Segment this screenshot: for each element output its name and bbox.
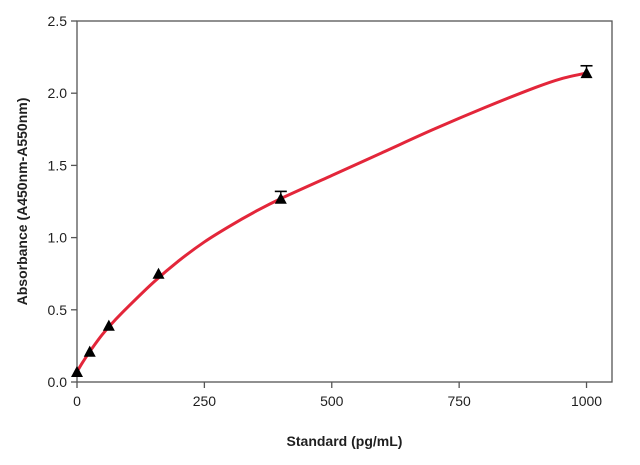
fit-curve-layer (75, 71, 589, 374)
data-points-layer (71, 64, 593, 377)
data-point-triangle (71, 365, 83, 377)
fit-curve (75, 71, 589, 374)
y-tick-label: 1.0 (48, 230, 68, 246)
y-tick-label: 1.5 (48, 157, 68, 173)
data-point-triangle (580, 66, 593, 79)
y-tick-label: 0.0 (48, 374, 68, 390)
x-tick-label: 250 (193, 393, 217, 409)
x-tick-label: 500 (320, 393, 344, 409)
x-tick-label: 0 (73, 393, 81, 409)
axis-ticks: 0 250 500 750 1000 0.0 0.5 1.0 1.5 2.0 2.5 (48, 13, 603, 409)
y-tick-label: 0.5 (48, 302, 68, 318)
y-tick-label: 2.0 (48, 85, 68, 101)
data-point-triangle (83, 345, 96, 357)
data-point-triangle (274, 192, 287, 204)
plot-frame (76, 20, 613, 383)
y-tick-label: 2.5 (48, 13, 68, 29)
x-tick-label: 750 (447, 393, 471, 409)
y-axis-title: Absorbance (A450nm-A550nm) (14, 98, 30, 306)
axes (76, 20, 613, 383)
data-point-triangle (102, 319, 115, 331)
x-tick-label: 1000 (571, 393, 602, 409)
x-axis-title: Standard (pg/mL) (287, 433, 403, 449)
data-point-triangle (152, 267, 165, 279)
